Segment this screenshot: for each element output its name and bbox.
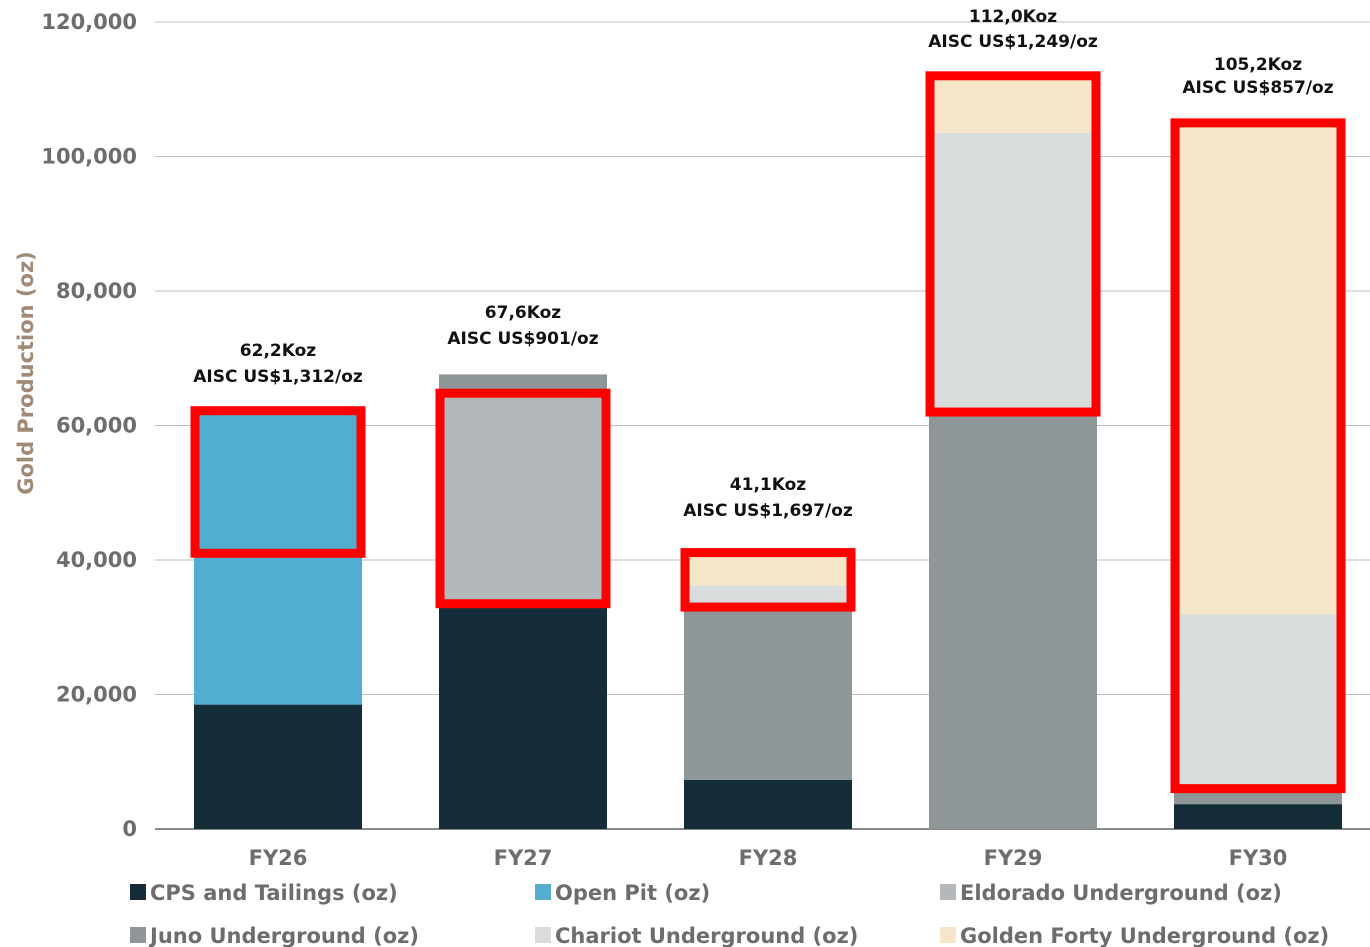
bar-segment xyxy=(194,705,362,829)
y-tick-label: 20,000 xyxy=(56,683,137,707)
bar-segment xyxy=(1174,614,1342,791)
bar-segment xyxy=(1174,804,1342,829)
bar-total-label: 112,0Koz xyxy=(969,7,1057,27)
x-tick-label: FY30 xyxy=(1229,846,1288,870)
bar-segment xyxy=(684,780,852,829)
x-tick-label: FY29 xyxy=(984,846,1043,870)
bar-total-label: 62,2Koz xyxy=(240,341,316,361)
legend-swatch xyxy=(130,927,146,943)
bar-total-label: 41,1Koz xyxy=(730,475,806,495)
y-tick-label: 80,000 xyxy=(56,279,137,303)
legend-swatch xyxy=(940,884,956,900)
y-tick-label: 100,000 xyxy=(41,145,137,169)
legend-label: CPS and Tailings (oz) xyxy=(150,881,398,905)
legend-label: Golden Forty Underground (oz) xyxy=(960,924,1329,947)
x-tick-label: FY28 xyxy=(739,846,798,870)
bar-aisc-label: AISC US$1,249/oz xyxy=(928,32,1098,52)
legend: CPS and Tailings (oz) Open Pit (oz) Eldora… xyxy=(130,881,1329,947)
bar-segment xyxy=(929,76,1097,133)
bar-segment xyxy=(1174,791,1342,804)
bar-segment xyxy=(684,608,852,780)
legend-label: Open Pit (oz) xyxy=(555,881,710,905)
legend-label: Chariot Underground (oz) xyxy=(555,924,858,947)
legend-swatch xyxy=(130,884,146,900)
bar-segment xyxy=(1174,122,1342,615)
bar-total-label: 105,2Koz xyxy=(1214,55,1302,75)
legend-swatch xyxy=(535,884,551,900)
bar-segment xyxy=(439,604,607,829)
legend-swatch xyxy=(535,927,551,943)
bars xyxy=(194,76,1342,829)
y-tick-label: 40,000 xyxy=(56,548,137,572)
x-axis-categories: FY26 FY27 FY28 FY29 FY30 xyxy=(249,846,1288,870)
y-axis-label: Gold Production (oz) xyxy=(14,251,38,495)
bar-total-label: 67,6Koz xyxy=(485,303,561,323)
bar-segment xyxy=(929,133,1097,413)
y-tick-label: 60,000 xyxy=(56,414,137,438)
bar-aisc-label: AISC US$857/oz xyxy=(1182,78,1333,98)
bar-aisc-label: AISC US$1,697/oz xyxy=(683,501,853,521)
x-tick-label: FY26 xyxy=(249,846,308,870)
bar-segment xyxy=(439,397,607,604)
y-axis-ticks: 0 20,000 40,000 60,000 80,000 100,000 120,000 xyxy=(41,10,137,841)
bar-segment xyxy=(929,413,1097,829)
bar-aisc-label: AISC US$901/oz xyxy=(447,329,598,349)
x-tick-label: FY27 xyxy=(494,846,553,870)
legend-label: Eldorado Underground (oz) xyxy=(960,881,1282,905)
legend-swatch xyxy=(940,927,956,943)
y-tick-label: 0 xyxy=(122,817,137,841)
bar-segment xyxy=(684,553,852,586)
y-tick-label: 120,000 xyxy=(41,10,137,34)
legend-label: Juno Underground (oz) xyxy=(148,924,419,947)
bar-aisc-label: AISC US$1,312/oz xyxy=(193,367,363,387)
